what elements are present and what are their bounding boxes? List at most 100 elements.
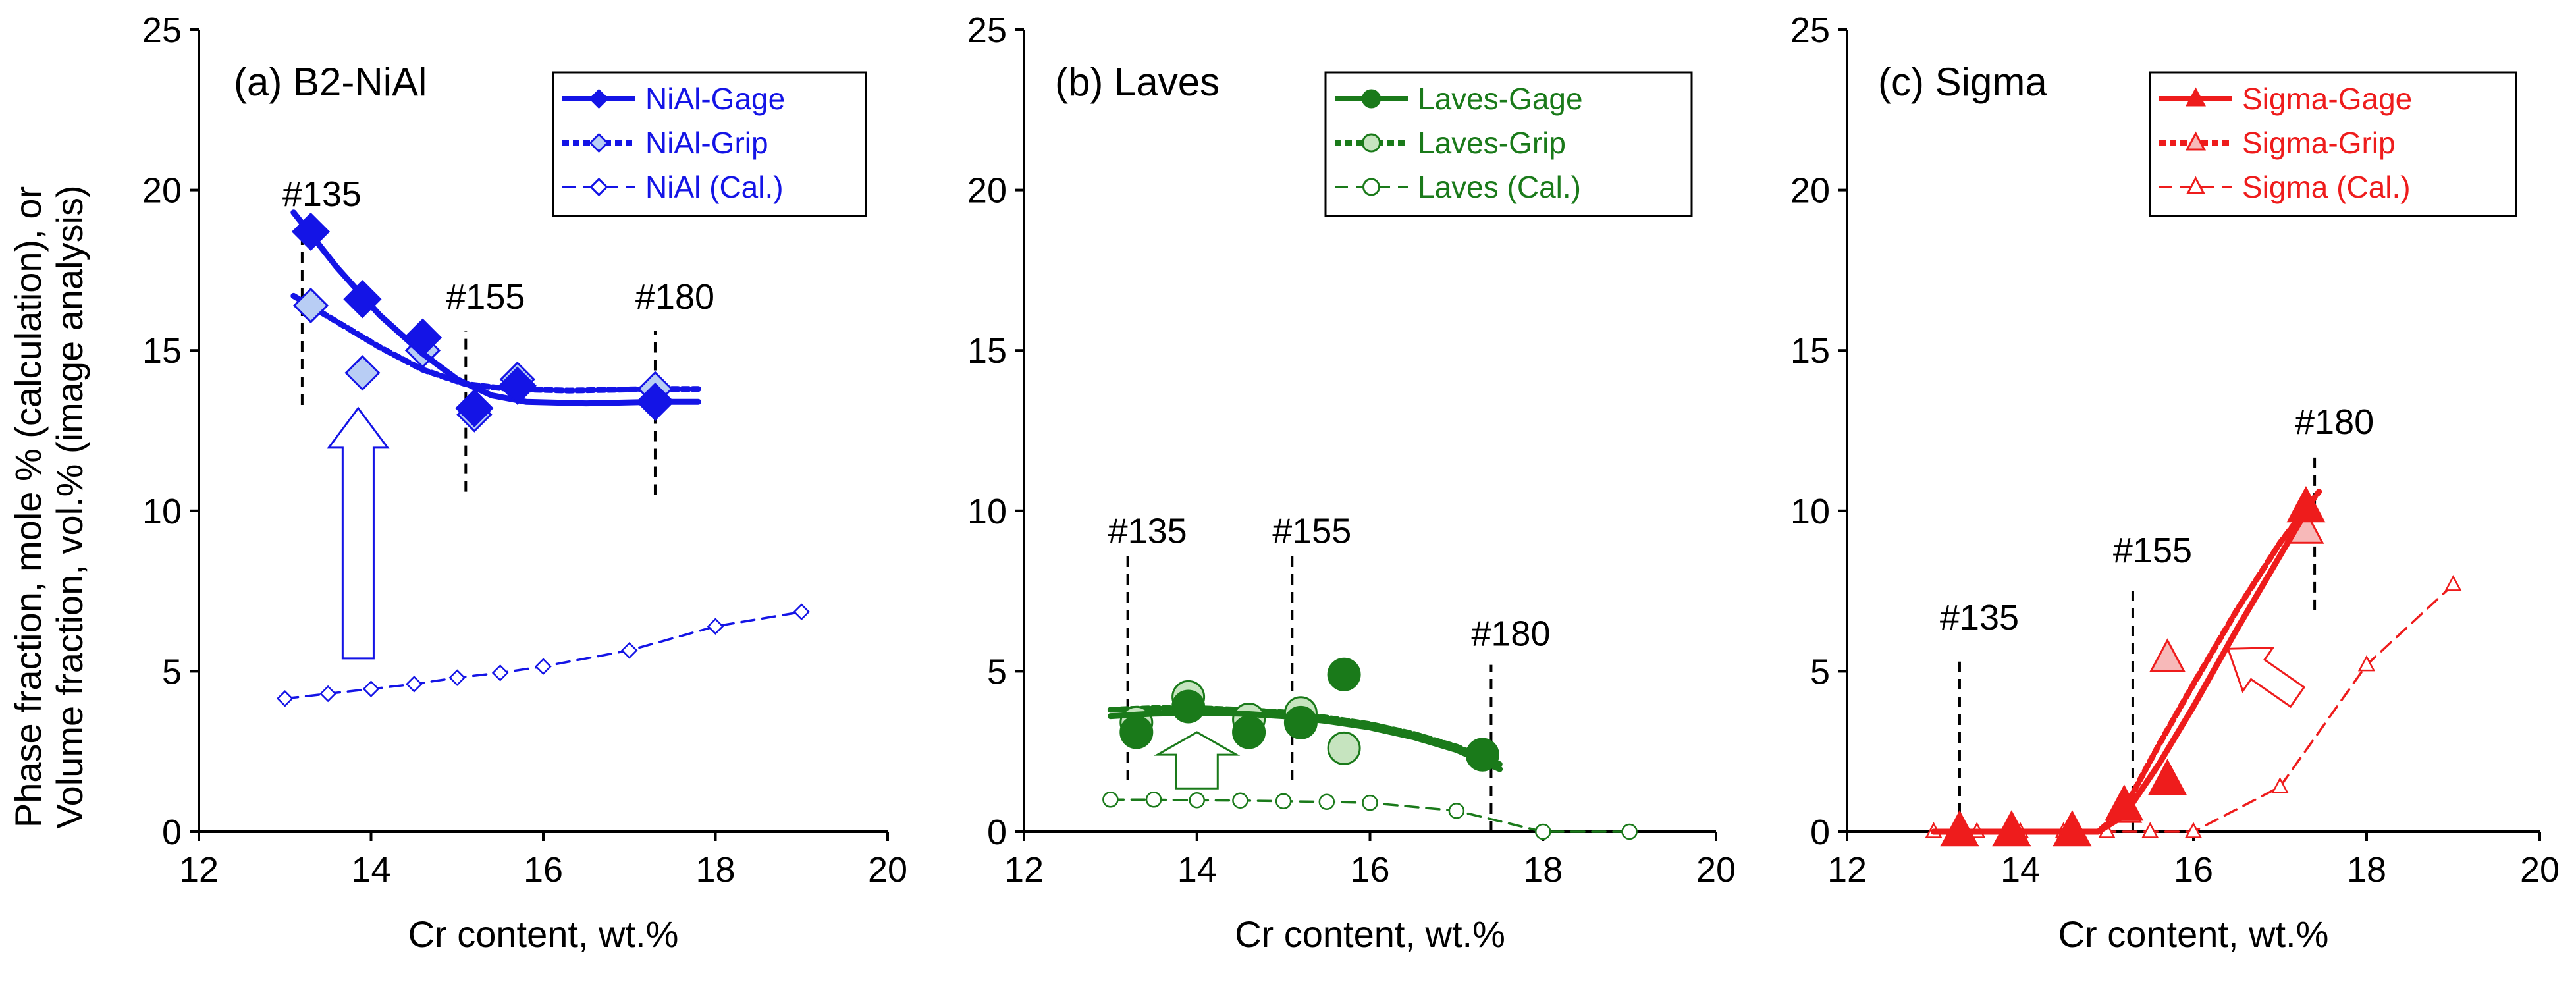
panel-a-y-tick-label-5: 5 bbox=[162, 652, 182, 691]
y-axis-title-line2: Volume fraction, vol.% (image analysis) bbox=[49, 185, 90, 828]
panel-c-x-axis-title: Cr content, wt.% bbox=[2058, 913, 2329, 955]
panel-a-b2-nial: 0 5 10 15 20 25 12 14 16 18 20 Cr content, wt.% (a) … bbox=[142, 11, 907, 955]
panel-a-y-tick-label-20: 20 bbox=[142, 171, 182, 211]
panel-c-series-sigma-cal-point-6 bbox=[2184, 822, 2203, 838]
panel-a-series-nial-cal-point-7 bbox=[620, 641, 638, 659]
panel-c-series-sigma-gage-point-3 bbox=[2105, 784, 2144, 821]
y-axis-title-line1: Phase fraction, mole % (calculation), or bbox=[7, 186, 49, 828]
panel-b-y-tick-label-25: 25 bbox=[967, 11, 1007, 50]
panel-a-x-tick-label-16: 16 bbox=[523, 850, 563, 890]
panel-b-series-laves-cal-point-2 bbox=[1189, 792, 1205, 809]
panel-a-legend-label-nial-grip: NiAl-Grip bbox=[645, 126, 768, 160]
panel-c-series-sigma-gage-point-4 bbox=[2148, 759, 2187, 795]
panel-b-y-tick-label-15: 15 bbox=[967, 331, 1007, 371]
panel-b-series-laves-cal-point-3 bbox=[1232, 792, 1248, 809]
panel-c-x-tick-label-14: 14 bbox=[2000, 850, 2040, 890]
panel-a-x-tick-label-20: 20 bbox=[868, 850, 907, 890]
panel-a-series-nial-cal bbox=[276, 603, 811, 707]
panel-b-x-tick-label-18: 18 bbox=[1523, 850, 1563, 890]
panel-c-y-tick-label-25: 25 bbox=[1790, 11, 1830, 50]
panel-c-series-sigma-gage-point-1 bbox=[1992, 810, 2031, 847]
panel-b-series-laves-cal-point-4 bbox=[1275, 793, 1292, 809]
panel-c-series-sigma-cal-point-5 bbox=[2141, 822, 2159, 838]
panel-b-y-tick-label-10: 10 bbox=[967, 492, 1007, 531]
panel-b-x-tick-label-16: 16 bbox=[1350, 850, 1389, 890]
panel-c-annotation-label-180: #180 bbox=[2295, 402, 2374, 442]
panel-b-series-laves-cal bbox=[1102, 792, 1638, 840]
panel-a-series-nial-cal-point-1 bbox=[319, 685, 336, 703]
panel-b-series-laves-cal-point-1 bbox=[1145, 792, 1162, 808]
panel-b-series-laves-gage-point-2 bbox=[1232, 715, 1266, 749]
panel-c-title: (c) Sigma bbox=[1878, 60, 2047, 104]
panel-c-x-tick-label-20: 20 bbox=[2520, 850, 2560, 890]
panel-a-annotation-label-155: #155 bbox=[446, 277, 525, 317]
panel-a-series-nial-cal-point-0 bbox=[276, 690, 294, 707]
panel-c-legend-label-sigma-gage: Sigma-Gage bbox=[2242, 82, 2412, 116]
panel-b-series-laves-cal-point-9 bbox=[1621, 823, 1638, 840]
panel-b-series-laves-cal-point-0 bbox=[1102, 792, 1119, 808]
panel-a-series-nial-gage-point-5 bbox=[635, 383, 675, 421]
panel-b-legend-label-laves-grip: Laves-Grip bbox=[1418, 126, 1566, 160]
panel-c-x-tick-label-16: 16 bbox=[2174, 850, 2213, 890]
panel-b-legend-marker-laves-gage bbox=[1362, 89, 1381, 109]
panel-b-series-laves-cal-line bbox=[1109, 798, 1631, 833]
panel-c-series-sigma-grip-point-4 bbox=[2149, 638, 2186, 672]
panel-c-x-tick-label-18: 18 bbox=[2347, 850, 2386, 890]
panel-b-series-laves-cal-point-7 bbox=[1448, 803, 1465, 819]
panel-a-series-nial-gage-point-4 bbox=[498, 366, 537, 405]
panel-a-series-nial-gage-point-0 bbox=[291, 212, 331, 252]
panel-c-legend-marker-sigma-grip bbox=[2185, 131, 2207, 151]
panel-c-series-sigma-gage-line bbox=[1931, 501, 2313, 835]
panel-a-series-nial-gage bbox=[290, 209, 701, 428]
panel-c-annotation-label-155: #155 bbox=[2113, 531, 2192, 570]
panel-b-annotation-label-180: #180 bbox=[1471, 614, 1550, 653]
panel-c-legend: Sigma-Gage Sigma-Grip Sigma (Cal.) bbox=[2149, 71, 2517, 217]
panel-b-series-laves-cal-point-8 bbox=[1535, 823, 1551, 840]
panel-a-series-nial-cal-point-3 bbox=[406, 676, 423, 693]
panel-a-y-tick-label-25: 25 bbox=[142, 11, 182, 50]
panel-b-y-tick-label-0: 0 bbox=[987, 813, 1007, 852]
panel-a-series-nial-cal-point-5 bbox=[491, 664, 509, 682]
panel-c-y-tick-label-5: 5 bbox=[1810, 652, 1830, 691]
panel-b-y-tick-label-20: 20 bbox=[967, 171, 1007, 211]
panel-c-y-tick-label-20: 20 bbox=[1790, 171, 1830, 211]
panel-b-series-laves-gage bbox=[1107, 657, 1503, 772]
panel-a-series-nial-cal-point-8 bbox=[707, 618, 724, 635]
panel-b-x-tick-label-12: 12 bbox=[1004, 850, 1044, 890]
panel-b-series-laves-gage-point-4 bbox=[1327, 657, 1361, 691]
panel-c-legend-label-sigma-grip: Sigma-Grip bbox=[2242, 126, 2396, 160]
panel-a-title: (a) B2-NiAl bbox=[234, 60, 427, 104]
panel-a-series-nial-gage-point-1 bbox=[343, 280, 382, 319]
panel-b-annotation-label-135: #135 bbox=[1108, 512, 1187, 551]
panel-c-sigma: 0 5 10 15 20 25 12 14 16 18 20 Cr content, wt.% (c) … bbox=[1790, 11, 2560, 955]
panel-a-legend: NiAl-Gage NiAl-Grip NiAl (Cal.) bbox=[552, 71, 867, 217]
panel-b-legend: Laves-Gage Laves-Grip Laves (Cal.) bbox=[1324, 71, 1693, 217]
panel-c-series-sigma-cal-point-7 bbox=[2271, 777, 2289, 793]
panel-c-x-tick-label-12: 12 bbox=[1827, 850, 1867, 890]
panel-a-series-nial-gage-point-3 bbox=[455, 389, 494, 428]
panel-a-series-nial-gage-point-2 bbox=[403, 318, 443, 357]
panel-c-legend-label-sigma-cal: Sigma (Cal.) bbox=[2242, 170, 2411, 204]
panel-a-legend-marker-nial-gage bbox=[589, 88, 609, 109]
panel-b-highlight-arrow bbox=[1154, 731, 1241, 790]
panel-b-legend-label-laves-gage: Laves-Gage bbox=[1418, 82, 1583, 116]
panel-a-x-tick-label-14: 14 bbox=[351, 850, 390, 890]
panel-a-series-nial-cal-point-4 bbox=[448, 669, 466, 686]
panel-b-y-tick-label-5: 5 bbox=[987, 652, 1007, 691]
panel-c-series-sigma-gage-point-5 bbox=[2286, 486, 2326, 523]
panel-a-series-nial-cal-line bbox=[284, 610, 803, 700]
panel-c-legend-marker-sigma-cal bbox=[2186, 176, 2206, 194]
panel-b-series-laves-cal-point-5 bbox=[1318, 793, 1335, 810]
panel-a-series-nial-grip-point-1 bbox=[344, 355, 381, 391]
panel-a-y-tick-label-0: 0 bbox=[162, 813, 182, 852]
panel-a-legend-marker-nial-grip bbox=[589, 132, 609, 153]
panel-b-laves: 0 5 10 15 20 25 12 14 16 18 20 Cr content, wt.% (b) … bbox=[967, 11, 1736, 955]
panel-c-annotation-label-135: #135 bbox=[1940, 598, 2019, 637]
panel-a-highlight-arrow bbox=[327, 406, 390, 660]
panel-b-legend-marker-laves-cal bbox=[1362, 178, 1380, 196]
panel-b-series-laves-grip-point-4 bbox=[1327, 731, 1361, 765]
panel-b-x-axis-title: Cr content, wt.% bbox=[1235, 913, 1505, 955]
panel-a-series-nial-grip-point-0 bbox=[292, 287, 329, 324]
